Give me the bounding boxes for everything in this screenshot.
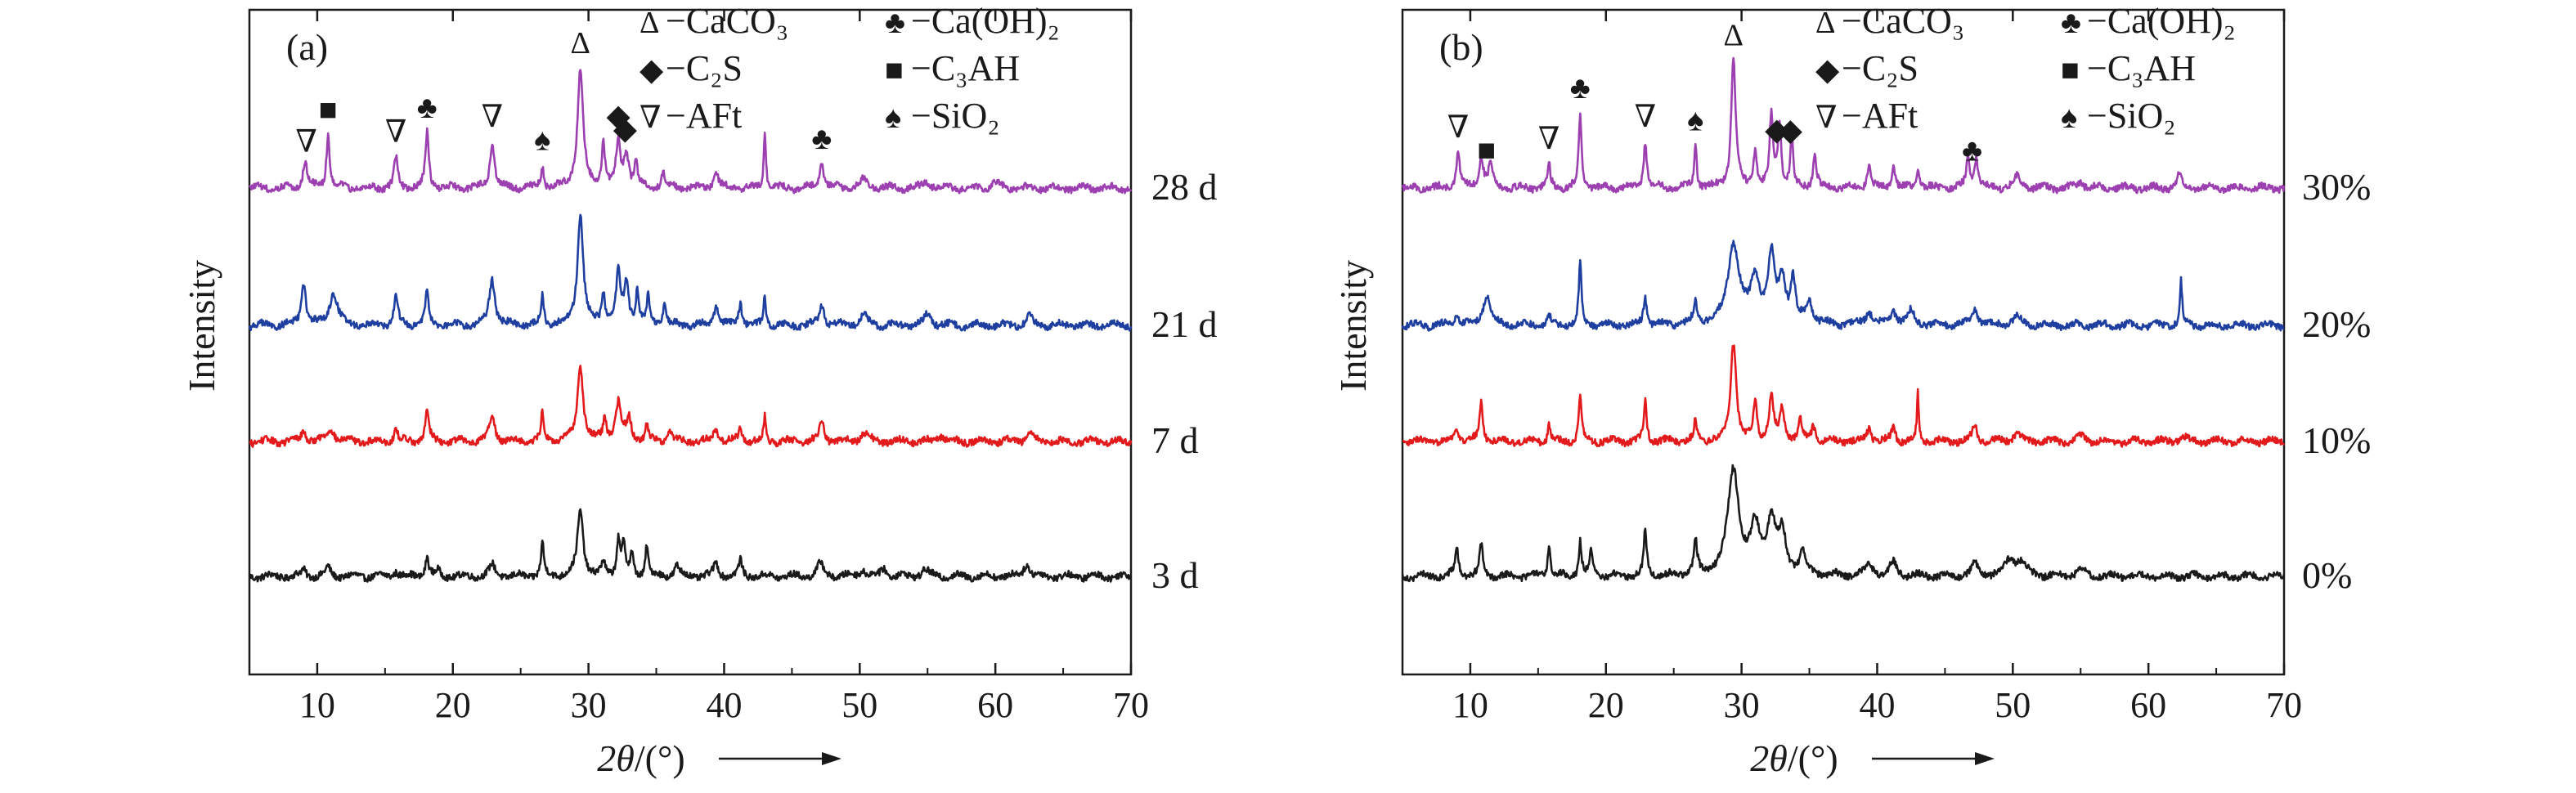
legend-symbol: ■ [2061, 53, 2080, 87]
legend-symbol: Δ [1815, 6, 1835, 40]
legend-label: −C₂S [666, 48, 743, 88]
legend-label: −Ca(OH)₂ [911, 1, 1060, 41]
panel-label: (a) [286, 26, 328, 68]
series-line-28d [248, 69, 1133, 195]
series-line-7d [249, 365, 1133, 448]
legend-label: −AFt [1842, 96, 1918, 136]
x-axis-label-unit: /(°) [1788, 737, 1838, 779]
panel-a: 10 20 30 40 50 60 70 2θ/(°) Intensity (a) 3 d 7 d 21… [181, 1, 1218, 779]
peak-marker: ◆ [613, 112, 638, 146]
legend-label: −CaCO₃ [666, 1, 788, 41]
legend-label: −C₃AH [911, 48, 1020, 88]
x-tick-label: 50 [1995, 685, 2031, 725]
peak-marker: Δ [1723, 19, 1743, 53]
peak-marker: ♣ [1962, 134, 1982, 168]
x-tick-label: 10 [299, 685, 335, 725]
x-tick-label: 10 [1452, 685, 1488, 725]
peak-marker: ♣ [1570, 71, 1591, 105]
peak-marker: ♠ [534, 123, 550, 157]
peak-marker: ■ [319, 93, 338, 128]
x-tick-label: 70 [2266, 685, 2302, 725]
x-axis-label: 2θ/(°) [597, 737, 684, 779]
peak-marker: Δ [570, 26, 590, 60]
legend-symbol: ∇ [640, 101, 662, 135]
peak-marker: ♠ [1687, 104, 1703, 138]
legend-symbol: ■ [885, 53, 904, 87]
legend-label: −AFt [666, 96, 742, 136]
peak-marker: ◆ [1779, 114, 1803, 148]
legend-symbol: ♣ [885, 6, 905, 40]
legend-label: −Ca(OH)₂ [2087, 1, 2236, 41]
series-line-10 [1402, 344, 2286, 448]
peak-marker: ♣ [811, 122, 832, 156]
peak-marker: ∇ [1635, 100, 1657, 134]
series-line-20 [1401, 240, 2285, 332]
legend-label: −SiO₂ [2087, 96, 2176, 136]
legend-symbol: ◆ [1815, 53, 1840, 87]
legend-label: −C₃AH [2087, 48, 2196, 88]
legend-label: −C₂S [1842, 48, 1919, 88]
x-axis-arrow-head [822, 752, 841, 765]
series-label: 21 d [1151, 303, 1218, 345]
legend-label: −CaCO₃ [1842, 1, 1964, 41]
legend-label: −SiO₂ [911, 96, 1000, 136]
x-tick-label: 20 [1588, 685, 1624, 725]
plot-frame [1401, 8, 2286, 676]
x-tick-label: 20 [435, 685, 471, 725]
y-axis-label: Intensity [1332, 260, 1374, 392]
peak-marker: ∇ [1538, 122, 1560, 156]
x-axis-label-symbol: 2θ [597, 737, 635, 779]
legend-symbol: ◆ [640, 53, 664, 87]
peak-marker: ∇ [385, 115, 407, 150]
peak-marker: ◆ [1765, 113, 1789, 147]
x-tick-label: 40 [706, 685, 742, 725]
legend-symbol: ♠ [2061, 101, 2077, 135]
legend-symbol: ♣ [2061, 6, 2081, 40]
x-tick-label: 60 [977, 685, 1013, 725]
series-line-21d [248, 213, 1133, 332]
x-tick-label: 30 [1724, 685, 1760, 725]
x-tick-label: 30 [571, 685, 607, 725]
series-label: 10% [2302, 419, 2371, 461]
x-axis-label: 2θ/(°) [1750, 737, 1838, 779]
peak-marker: ◆ [606, 99, 631, 133]
series-line-3d [248, 508, 1133, 583]
x-axis-arrow-head [1975, 752, 1995, 765]
peak-marker: ∇ [482, 100, 504, 134]
x-tick-label: 40 [1859, 685, 1895, 725]
legend-symbol: ∇ [1815, 101, 1838, 135]
panel-label: (b) [1439, 26, 1483, 68]
series-label: 7 d [1151, 419, 1199, 461]
legend-symbol: ♠ [885, 101, 901, 135]
peak-marker: ■ [1477, 133, 1496, 168]
series-label: 3 d [1151, 554, 1199, 596]
x-tick-label: 50 [841, 685, 877, 725]
legend-symbol: Δ [640, 6, 659, 40]
x-axis-label-unit: /(°) [635, 737, 685, 779]
x-tick-label: 70 [1113, 685, 1149, 725]
panel-b: 10 20 30 40 50 60 70 2θ/(°) Intensity (b) 0% 10% 20%… [1332, 1, 2371, 779]
series-line-30 [1401, 56, 2286, 195]
y-axis-label: Intensity [181, 260, 222, 392]
x-axis-label-symbol: 2θ [1750, 737, 1788, 779]
peak-marker: ♣ [417, 91, 438, 125]
peak-marker: ∇ [1447, 110, 1470, 145]
series-label: 28 d [1151, 166, 1218, 208]
series-label: 30% [2302, 166, 2371, 208]
series-label: 20% [2302, 303, 2371, 345]
series-line-0 [1401, 464, 2286, 583]
x-tick-label: 60 [2130, 685, 2166, 725]
peak-marker: ∇ [295, 125, 317, 159]
plot-frame [248, 8, 1133, 676]
series-label: 0% [2302, 554, 2352, 596]
